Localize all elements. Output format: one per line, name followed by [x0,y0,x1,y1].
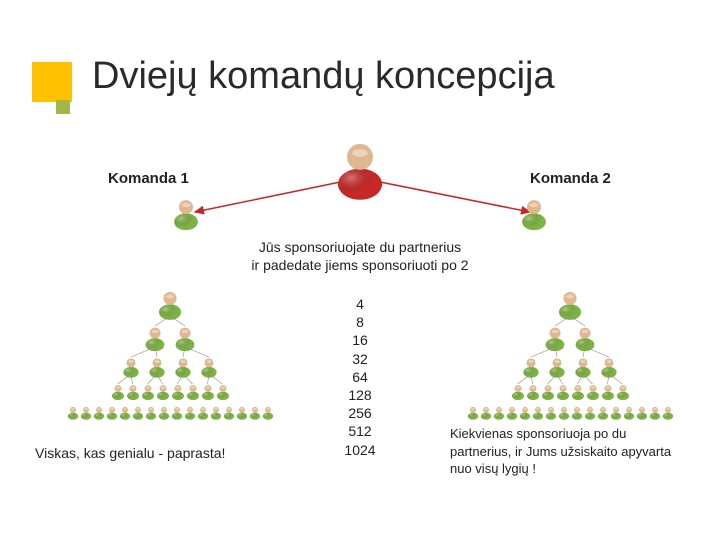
left-caption: Viskas, kas genialu - paprasta! [35,445,225,461]
page-title: Dviejų komandų koncepcija [92,55,555,98]
level-number: 64 [0,368,720,386]
accent-sub-block [56,100,70,114]
level-number: 4 [0,295,720,313]
team1-label: Komanda 1 [108,170,189,187]
right-caption: Kiekvienas sponsoriuoja po du partnerius… [450,425,690,478]
mid-line2: ir padedate jiems sponsoriuoti po 2 [251,257,468,273]
accent-block [32,62,72,102]
mid-line1: Jūs sponsoriuojate du partnerius [259,239,461,255]
level-number: 16 [0,331,720,349]
level-number: 128 [0,386,720,404]
level-number: 8 [0,313,720,331]
mid-description: Jūs sponsoriuojate du partnerius ir pade… [0,238,720,274]
level-number: 256 [0,404,720,422]
team2-label: Komanda 2 [530,170,611,187]
level-number: 32 [0,350,720,368]
